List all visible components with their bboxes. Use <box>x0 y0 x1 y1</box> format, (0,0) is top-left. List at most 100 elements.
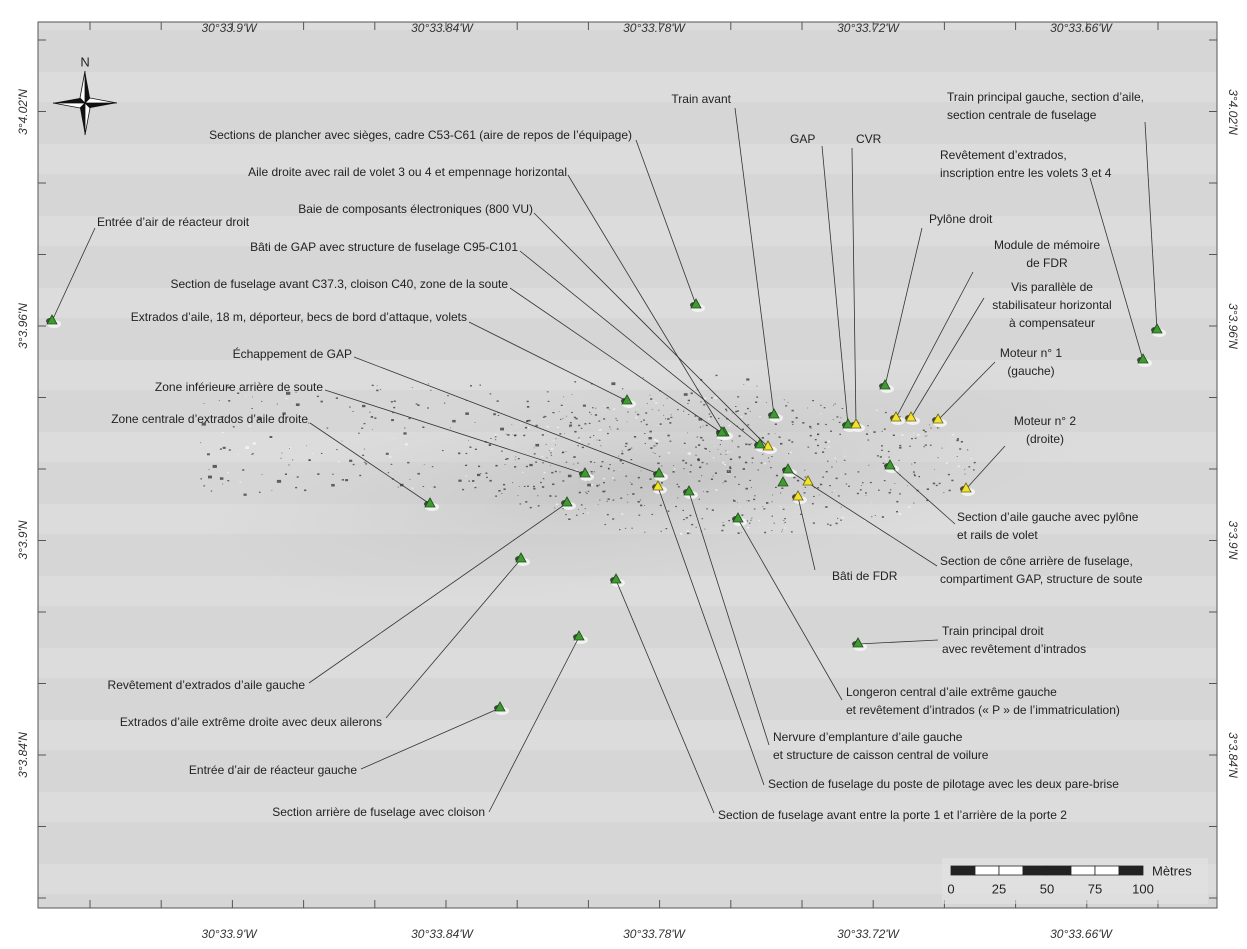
debris-piece <box>753 508 756 510</box>
debris-piece <box>737 396 740 398</box>
debris-piece <box>869 481 872 484</box>
debris-piece <box>588 422 591 424</box>
debris-piece <box>568 516 571 518</box>
marker <box>716 426 728 437</box>
debris-piece <box>276 479 282 483</box>
debris-piece <box>859 489 862 491</box>
debris-piece <box>686 532 690 535</box>
longitude-label: 30°33.78'W <box>623 21 686 35</box>
debris-piece <box>371 384 374 387</box>
leader-line <box>965 445 1006 490</box>
leader-line <box>635 139 697 306</box>
latitude-label: 3°3.9'N <box>1226 520 1240 559</box>
longitude-label: 30°33.66'W <box>1050 21 1113 35</box>
debris-piece <box>286 391 291 395</box>
debris-piece <box>744 412 747 415</box>
debris-piece <box>285 397 288 400</box>
debris-piece <box>695 454 697 456</box>
debris-piece <box>736 410 739 412</box>
debris-piece <box>938 482 941 485</box>
debris-piece <box>683 519 685 521</box>
debris-piece <box>943 492 945 493</box>
debris-piece <box>834 490 836 491</box>
debris-piece <box>596 484 599 487</box>
debris-piece <box>644 443 646 444</box>
debris-piece <box>629 482 631 483</box>
debris-piece <box>794 511 796 513</box>
debris-piece <box>227 480 230 482</box>
debris-piece <box>615 418 617 420</box>
debris-piece <box>596 439 598 441</box>
debris-piece <box>450 427 452 429</box>
feature-label: compartiment GAP, structure de soute <box>940 572 1143 586</box>
feature-label: à compensateur <box>1009 316 1095 330</box>
debris-piece <box>660 530 662 532</box>
north-arrow: N <box>52 54 118 136</box>
debris-piece <box>738 483 740 485</box>
debris-piece <box>237 454 239 456</box>
debris-piece <box>779 506 782 507</box>
debris-piece <box>317 473 320 475</box>
debris-piece <box>618 455 620 457</box>
scale-tick-label: 0 <box>947 881 954 896</box>
debris-piece <box>755 401 758 403</box>
debris-piece <box>703 404 706 406</box>
debris-piece <box>219 477 224 480</box>
debris-piece <box>649 394 651 396</box>
debris-piece <box>569 424 573 427</box>
debris-piece <box>827 523 829 525</box>
debris-piece <box>773 522 775 524</box>
debris-piece <box>729 458 733 461</box>
debris-piece <box>587 483 592 487</box>
debris-piece <box>658 455 661 457</box>
debris-piece <box>557 426 559 428</box>
debris-piece <box>650 398 653 400</box>
debris-piece <box>781 487 784 489</box>
debris-piece <box>431 466 434 468</box>
debris-piece <box>460 379 462 381</box>
debris-piece <box>745 443 748 446</box>
debris-piece <box>507 434 510 436</box>
debris-piece <box>712 457 715 459</box>
debris-piece <box>529 506 532 509</box>
debris-piece <box>470 385 472 387</box>
debris-piece <box>203 403 205 404</box>
debris-piece <box>705 424 708 427</box>
marker <box>850 418 862 429</box>
debris-piece <box>464 463 467 465</box>
scale-unit: Mètres <box>1152 863 1192 878</box>
debris-piece <box>595 407 597 409</box>
debris-piece <box>405 416 407 418</box>
leader-line <box>737 518 843 701</box>
scale-tick-label: 25 <box>992 881 1006 896</box>
debris-piece <box>417 472 420 475</box>
debris-piece <box>912 471 915 473</box>
debris-piece <box>896 511 898 513</box>
debris-piece <box>771 530 773 531</box>
debris-piece <box>477 473 481 477</box>
feature-label: GAP <box>790 132 815 146</box>
debris-piece <box>362 454 365 456</box>
debris-piece <box>549 495 552 497</box>
debris-piece <box>690 464 692 466</box>
debris-piece <box>612 518 615 520</box>
scale-segment <box>998 865 1024 876</box>
debris-piece <box>704 528 706 530</box>
debris-piece <box>212 464 217 468</box>
debris-piece <box>675 505 677 508</box>
debris-piece <box>200 442 202 444</box>
debris-piece <box>219 448 222 450</box>
debris-piece <box>633 436 637 438</box>
debris-piece <box>493 413 496 416</box>
debris-piece <box>787 459 789 461</box>
feature-label: Train principal droit <box>942 624 1044 638</box>
debris-piece <box>606 406 609 409</box>
debris-piece <box>770 467 772 469</box>
debris-piece <box>474 486 477 489</box>
debris-piece <box>667 418 670 420</box>
debris-piece <box>698 444 701 446</box>
debris-piece <box>926 435 928 437</box>
debris-piece <box>746 526 750 529</box>
scale-tick-label: 50 <box>1040 881 1054 896</box>
debris-piece <box>782 529 783 531</box>
